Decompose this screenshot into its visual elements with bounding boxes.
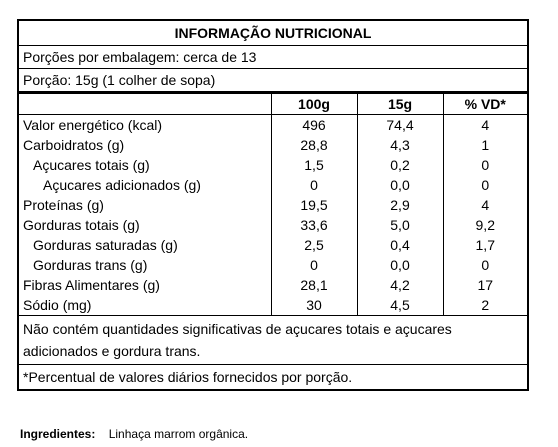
nutrient-name: Gorduras saturadas (g) [33, 237, 178, 253]
table-row: Gorduras totais (g) 33,6 5,0 9,2 [19, 215, 527, 235]
value-vd: 2 [442, 295, 527, 316]
table-header-row: 100g 15g % VD* [19, 94, 527, 115]
column-header-vd: % VD* [442, 94, 527, 115]
value-15g: 4,3 [356, 135, 443, 155]
value-15g: 0,2 [356, 155, 443, 175]
value-15g: 0,4 [356, 235, 443, 255]
value-100g: 19,5 [270, 195, 357, 215]
value-vd: 4 [442, 114, 527, 135]
value-15g: 0,0 [356, 255, 443, 275]
servings-per-package: Porções por embalagem: cerca de 13 [19, 46, 527, 69]
value-15g: 4,5 [356, 295, 443, 316]
value-100g: 496 [270, 114, 357, 135]
value-100g: 0 [270, 255, 357, 275]
value-vd: 1 [442, 135, 527, 155]
label-title: INFORMAÇÃO NUTRICIONAL [19, 21, 527, 46]
value-vd: 17 [442, 275, 527, 295]
serving-size: Porção: 15g (1 colher de sopa) [19, 69, 527, 94]
value-100g: 1,5 [270, 155, 357, 175]
table-row: Açucares totais (g) 1,5 0,2 0 [19, 155, 527, 175]
value-100g: 2,5 [270, 235, 357, 255]
value-vd: 0 [442, 175, 527, 195]
nutrient-name: Valor energético (kcal) [23, 117, 163, 133]
ingredients-line: Ingredientes: Linhaça marrom orgânica. [20, 427, 248, 441]
nutrient-name: Açucares adicionados (g) [43, 177, 201, 193]
value-15g: 4,2 [356, 275, 443, 295]
nutrient-name: Carboidratos (g) [23, 137, 125, 153]
table-row: Carboidratos (g) 28,8 4,3 1 [19, 135, 527, 155]
nutrient-name: Fibras Alimentares (g) [23, 277, 160, 293]
table-row: Valor energético (kcal) 496 74,4 4 [19, 114, 527, 135]
value-100g: 0 [270, 175, 357, 195]
value-100g: 28,1 [270, 275, 357, 295]
nutrient-name: Gorduras totais (g) [23, 217, 140, 233]
nutrient-name: Sódio (mg) [19, 295, 271, 316]
value-15g: 74,4 [356, 114, 443, 135]
table-row: Açucares adicionados (g) 0 0,0 0 [19, 175, 527, 195]
value-vd: 4 [442, 195, 527, 215]
nutrition-facts-label: INFORMAÇÃO NUTRICIONAL Porções por embal… [17, 19, 529, 391]
value-100g: 33,6 [270, 215, 357, 235]
value-vd: 0 [442, 155, 527, 175]
column-header-100g: 100g [270, 94, 357, 115]
table-row: Proteínas (g) 19,5 2,9 4 [19, 195, 527, 215]
value-vd: 0 [442, 255, 527, 275]
column-header-15g: 15g [356, 94, 443, 115]
table-row: Gorduras trans (g) 0 0,0 0 [19, 255, 527, 275]
nutrition-table: 100g 15g % VD* Valor energético (kcal) 4… [19, 94, 527, 316]
table-row: Fibras Alimentares (g) 28,1 4,2 17 [19, 275, 527, 295]
value-vd: 1,7 [442, 235, 527, 255]
value-vd: 9,2 [442, 215, 527, 235]
value-15g: 0,0 [356, 175, 443, 195]
nutrient-name: Gorduras trans (g) [33, 257, 148, 273]
table-row: Sódio (mg) 30 4,5 2 [19, 295, 527, 316]
ingredients-label: Ingredientes: [20, 427, 96, 441]
value-15g: 5,0 [356, 215, 443, 235]
daily-value-footnote: *Percentual de valores diários fornecido… [23, 369, 353, 385]
value-15g: 2,9 [356, 195, 443, 215]
value-100g: 28,8 [270, 135, 357, 155]
nutrient-name: Proteínas (g) [23, 197, 104, 213]
nutrient-name: Açucares totais (g) [33, 157, 150, 173]
table-row: Gorduras saturadas (g) 2,5 0,4 1,7 [19, 235, 527, 255]
insignificant-amounts-note: Não contém quantidades significativas de… [19, 316, 527, 365]
value-100g: 30 [270, 295, 357, 316]
ingredients-text: Linhaça marrom orgânica. [108, 427, 249, 441]
header-blank [19, 94, 271, 115]
